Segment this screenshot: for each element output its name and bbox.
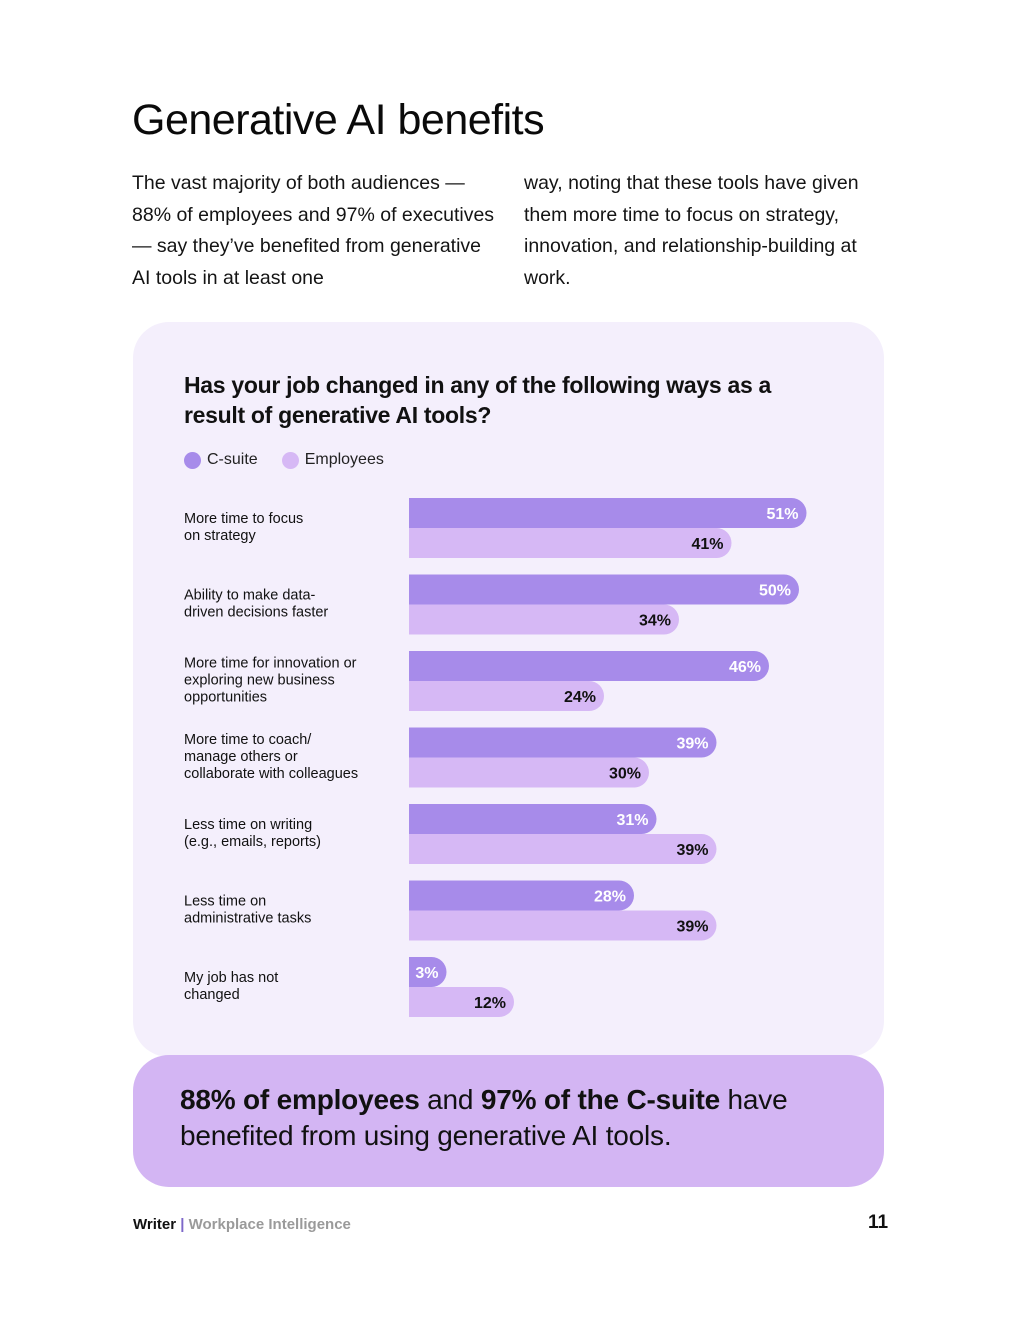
callout-box [133,1055,884,1187]
page-number: 11 [868,1212,889,1233]
data-label-employees: 24% [564,689,596,706]
category-label: Less time on writing (e.g., emails, repor… [184,817,321,850]
data-label-employees: 30% [609,766,641,783]
bar-employees [409,604,680,635]
bar-employees [409,834,717,864]
page-title: Generative AI benefits [132,96,545,144]
category-label: More time for innovation or exploring new… [184,656,357,706]
legend-label-employees: Employees [304,451,384,468]
data-label-employees: 39% [676,842,708,859]
bar-csuite [409,498,807,528]
category-label: More time to coach/manage others or colla… [184,732,358,782]
data-label-csuite: 39% [676,736,708,753]
data-label-csuite: 46% [729,659,761,676]
data-label-employees: 39% [676,919,708,936]
data-label-employees: 41% [691,536,723,553]
legend-item-employees: Employees [281,451,384,469]
legend-item-csuite: C-suite [184,451,258,469]
data-label-csuite: 31% [616,812,648,829]
legend-swatch-csuite [184,451,201,469]
intro-paragraph-right: way, noting that these tools have given … [524,172,859,289]
bar-employees [409,528,732,558]
data-label-csuite: 50% [759,583,791,600]
callout-bold-employees: 88% of employees [180,1084,420,1115]
category-label: My job has not changed [184,970,278,1003]
data-label-csuite: 3% [415,965,438,982]
bar-employees [409,681,604,711]
data-label-employees: 34% [639,613,671,630]
callout-bold-csuite: 97% of the C-suite [480,1084,720,1115]
bar-csuite [409,880,635,911]
footer-brand-name: Writer [133,1216,177,1233]
data-label-employees: 12% [474,995,506,1012]
bar-employees [409,910,717,941]
legend-swatch-employees [281,451,299,469]
category-label: Ability to make data-driven decisions fa… [184,588,328,621]
bar-csuite [409,574,800,605]
bar-csuite [409,957,447,987]
data-label-csuite: 51% [766,506,798,523]
bar-employees [409,987,514,1017]
chart-legend: C-suite Employees [184,451,408,469]
bar-employees [409,757,650,788]
bar-csuite [409,804,657,834]
data-label-csuite: 28% [594,889,626,906]
category-label: More time to focus on strategy [184,511,303,544]
callout-text: 88% of employees and 97% of the C-suite … [180,1082,860,1154]
callout-and: and [419,1084,481,1115]
footer-subtitle: Workplace Intelligence [188,1216,351,1233]
legend-label-csuite: C-suite [207,451,258,468]
callout-rest: have benefited from using generative AI … [180,1084,788,1151]
bar-csuite [409,727,717,758]
chart-title: Has your job changed in any of the follo… [184,372,772,428]
footer-separator: | [176,1216,189,1233]
footer-brand: Writer | Workplace Intelligence [133,1216,351,1233]
intro-paragraph-left: The vast majority of both audiences — 88… [132,172,495,289]
category-label: Less time on administrative tasks [184,894,311,927]
bar-csuite [409,651,769,681]
